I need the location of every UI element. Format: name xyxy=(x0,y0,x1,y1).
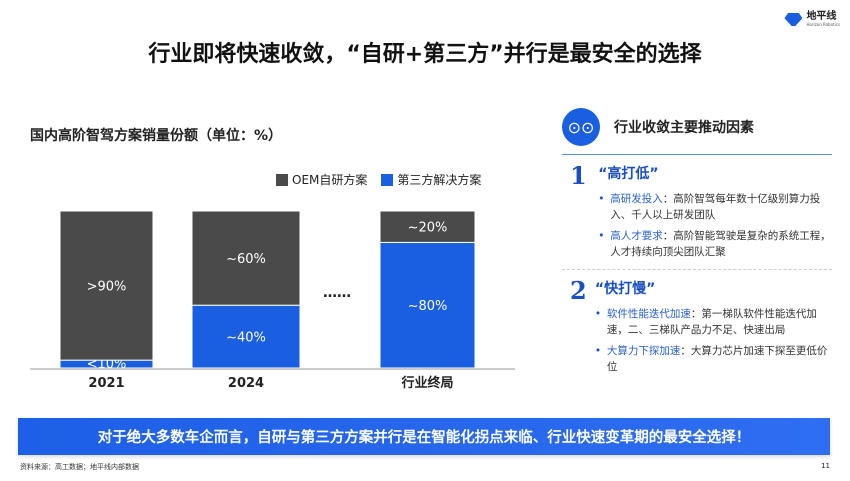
horizon-logo: 地平线 Horizon Robotics xyxy=(784,12,840,27)
bullet: 大算力下探加速：大算力芯片加速下探至更低价位 xyxy=(595,343,832,375)
drivers-panel: ⊙⊙ 行业收敛主要推动因素 1 “高打低” 高研发投入：高阶智驾每年数十亿级别算力… xyxy=(562,108,832,380)
data-label: >90% xyxy=(87,280,127,295)
source-note: 资料来源：高工数据；地平线内部数据 xyxy=(20,463,139,471)
legend-item-oem: OEM自研方案 xyxy=(276,171,367,188)
page-title: 行业即将快速收敛，“自研+第三方”并行是最安全的选择 xyxy=(148,42,702,67)
bullet: 高人才要求：高阶智能驾驶是复杂的系统工程，人才持续向顶尖团队汇聚 xyxy=(598,228,832,260)
bullet-text: ：大算力芯片加速下探至更低价位 xyxy=(606,345,828,373)
bullet-text: ：第一梯队软件性能迭代加速，二、三梯队产品力不足、快速出局 xyxy=(606,308,817,336)
data-label: <10% xyxy=(87,357,127,372)
binoculars-icon: ⊙⊙ xyxy=(562,108,600,146)
bullet-key: 高研发投入 xyxy=(610,193,663,205)
divider xyxy=(562,269,832,270)
data-label: ~20% xyxy=(408,221,448,236)
x-tick-label: 2021 xyxy=(88,376,124,391)
bar-segment xyxy=(379,241,476,369)
bullet: 软件性能迭代加速：第一梯队软件性能迭代加速，二、三梯队产品力不足、快速出局 xyxy=(595,306,832,338)
bullet-text: ：高阶智驾每年数十亿级别算力投入、千人以上研发团队 xyxy=(610,193,821,221)
legend-item-third-party: 第三方解决方案 xyxy=(381,171,481,188)
legend-label: 第三方解决方案 xyxy=(397,173,482,187)
driver-section: 1 “高打低” 高研发投入：高阶智驾每年数十亿级别算力投入、千人以上研发团队 高… xyxy=(562,161,832,265)
bullet-key: 软件性能迭代加速 xyxy=(606,308,691,320)
bar-segment xyxy=(191,304,301,369)
legend-swatch xyxy=(276,174,288,186)
conclusion-banner: 对于绝大多数车企而言，自研与第三方方案并行是在智能化拐点来临、行业快速变革期的最… xyxy=(18,418,830,455)
page-number: 11 xyxy=(821,462,830,470)
section-title: “高打低” xyxy=(598,166,659,182)
bar-segment xyxy=(59,210,154,361)
chart-title: 国内高阶智驾方案销量份额（单位：%） xyxy=(30,128,283,144)
x-tick-label: 行业终局 xyxy=(400,375,453,391)
bullet-key: 高人才要求 xyxy=(610,230,663,242)
panel-heading: 行业收敛主要推动因素 xyxy=(614,120,754,136)
logo-name: 地平线 xyxy=(806,11,837,22)
bullet-key: 大算力下探加速 xyxy=(606,345,681,357)
data-label: ~60% xyxy=(226,252,266,267)
bullet: 高研发投入：高阶智驾每年数十亿级别算力投入、千人以上研发团队 xyxy=(598,191,832,223)
data-label: ~80% xyxy=(408,299,448,314)
gap-marker: …… xyxy=(323,285,351,301)
gem-icon xyxy=(784,13,803,26)
legend-label: OEM自研方案 xyxy=(292,173,368,187)
driver-section: 2 “快打慢” 软件性能迭代加速：第一梯队软件性能迭代加速，二、三梯队产品力不足… xyxy=(562,276,832,380)
data-label: ~40% xyxy=(226,331,266,346)
bar-segment xyxy=(379,210,476,243)
section-number: 1 xyxy=(570,161,587,190)
section-number: 2 xyxy=(570,276,587,305)
legend-swatch xyxy=(381,174,394,186)
section-title: “快打慢” xyxy=(594,281,656,297)
logo-sub: Horizon Robotics xyxy=(806,22,840,27)
stacked-bar-chart: <10% >90% 2021 ~40% ~60% 2024 ~80% ~20% 行业终局 xyxy=(30,210,515,391)
chart-legend: OEM自研方案 第三方解决方案 xyxy=(276,171,481,188)
bar-segment xyxy=(191,210,301,306)
bullet-text: ：高阶智能驾驶是复杂的系统工程，人才持续向顶尖团队汇聚 xyxy=(610,230,831,258)
x-tick-label: 2024 xyxy=(228,376,264,391)
